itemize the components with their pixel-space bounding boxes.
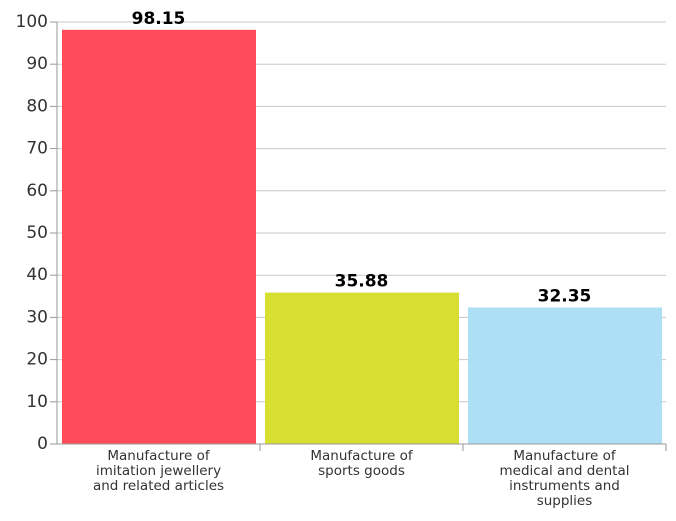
bar	[62, 29, 256, 444]
x-tick-label: Manufacture of sports goods	[310, 448, 413, 479]
y-tick-label: 100	[16, 12, 48, 32]
y-tick-label: 70	[26, 139, 48, 159]
x-tick-label: Manufacture of medical and dental instru…	[499, 448, 630, 509]
y-tick-label: 40	[26, 265, 48, 285]
value-label: 35.88	[335, 272, 389, 292]
bar	[468, 307, 662, 444]
value-label: 32.35	[538, 286, 592, 306]
value-label: 98.15	[132, 9, 186, 29]
bar	[265, 292, 459, 444]
y-tick-label: 80	[26, 96, 48, 116]
y-tick-label: 0	[37, 434, 48, 454]
y-tick-label: 60	[26, 181, 48, 201]
y-tick-label: 20	[26, 350, 48, 370]
x-tick-label: Manufacture of imitation jewellery and r…	[92, 448, 225, 494]
y-tick-label: 10	[26, 392, 48, 412]
y-tick-label: 90	[26, 54, 48, 74]
y-tick-label: 30	[26, 307, 48, 327]
y-tick-label: 50	[26, 223, 48, 243]
